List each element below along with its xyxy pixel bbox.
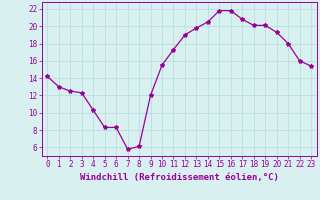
- X-axis label: Windchill (Refroidissement éolien,°C): Windchill (Refroidissement éolien,°C): [80, 173, 279, 182]
